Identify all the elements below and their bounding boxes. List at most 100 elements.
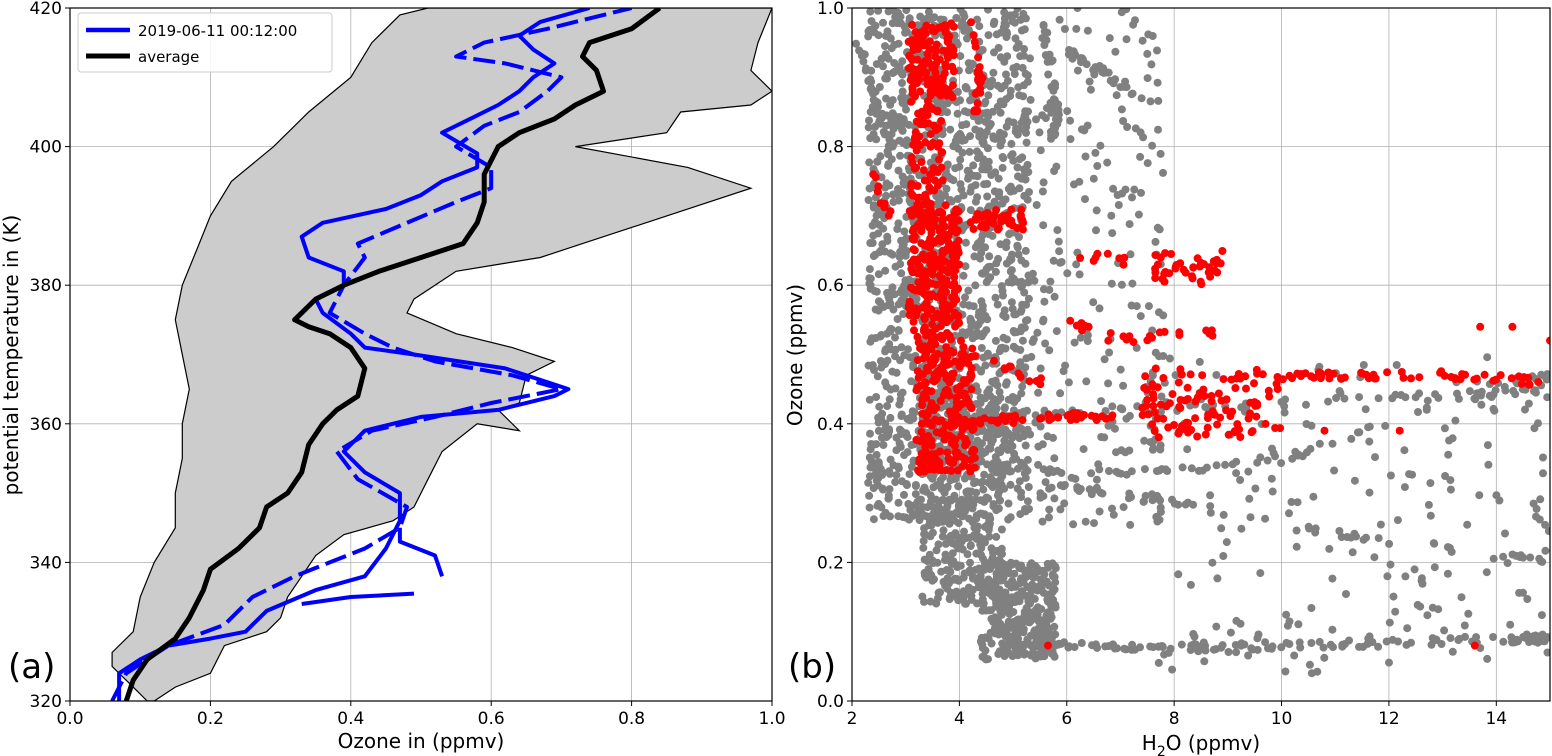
gray-point (1090, 519, 1098, 528)
gray-point (980, 653, 989, 661)
panel-a-ytick-label: 400 (30, 138, 62, 158)
panel-a-ytick-label: 320 (30, 692, 62, 712)
gray-point (1127, 90, 1136, 99)
gray-point (1022, 128, 1030, 137)
gray-point (1127, 493, 1135, 501)
gray-point (1122, 35, 1131, 44)
gray-point (994, 488, 1003, 497)
gray-point (1021, 246, 1030, 255)
gray-point (997, 625, 1006, 634)
red-point (928, 217, 937, 226)
gray-point (1085, 77, 1094, 86)
gray-point (884, 494, 893, 503)
red-point (1174, 429, 1183, 438)
gray-point (1021, 363, 1030, 372)
red-point (1199, 385, 1208, 394)
gray-point (1120, 644, 1129, 653)
gray-point (876, 119, 885, 128)
red-point (949, 241, 958, 250)
gray-point (879, 62, 887, 71)
gray-point (1416, 602, 1425, 611)
gray-point (1441, 472, 1450, 480)
gray-point (877, 173, 886, 182)
red-point (1168, 390, 1177, 399)
gray-point (1057, 258, 1066, 266)
red-point (921, 389, 930, 398)
gray-point (1032, 115, 1040, 124)
gray-point (1048, 559, 1057, 568)
red-point (954, 246, 962, 255)
gray-point (982, 326, 991, 335)
red-point (941, 201, 950, 210)
gray-point (1009, 598, 1018, 606)
gray-point (883, 232, 892, 241)
gray-point (904, 345, 912, 354)
gray-point (898, 388, 907, 397)
gray-point (897, 410, 906, 419)
gray-point (1073, 8, 1082, 12)
gray-point (911, 501, 920, 509)
gray-point (1157, 407, 1165, 416)
red-point (1066, 316, 1075, 325)
gray-point (965, 168, 974, 177)
gray-point (885, 427, 894, 436)
gray-point (899, 310, 908, 318)
gray-point (1151, 237, 1160, 246)
panel-b-xtick-label: 6 (1061, 709, 1072, 729)
gray-point (886, 413, 895, 422)
gray-point (943, 555, 952, 564)
gray-point (960, 527, 968, 536)
gray-point (983, 460, 992, 469)
red-point (1025, 377, 1034, 386)
red-point (938, 209, 947, 217)
gray-point (897, 68, 906, 77)
red-point (918, 303, 927, 312)
gray-point (1531, 386, 1539, 395)
gray-point (1049, 256, 1058, 265)
gray-point (1206, 508, 1215, 517)
gray-point (932, 546, 941, 555)
gray-point (1281, 667, 1290, 676)
gray-point (874, 297, 883, 306)
red-point (1320, 426, 1329, 435)
gray-point (1325, 544, 1334, 553)
red-point (951, 448, 960, 457)
gray-point (943, 501, 952, 510)
gray-point (1444, 450, 1453, 459)
gray-point (1011, 10, 1019, 19)
gray-point (1224, 648, 1233, 656)
red-point (1201, 430, 1210, 439)
red-point (941, 466, 950, 475)
gray-point (1251, 484, 1260, 493)
gray-point (1028, 337, 1037, 346)
gray-point (1122, 414, 1131, 423)
panel-a-ytick-label: 420 (30, 0, 62, 19)
gray-point (973, 577, 982, 586)
gray-point (966, 542, 975, 550)
red-point (935, 458, 944, 467)
gray-point (1282, 638, 1291, 647)
gray-point (984, 444, 993, 453)
gray-point (977, 344, 986, 352)
gray-point (966, 187, 975, 196)
gray-point (1112, 448, 1120, 457)
gray-point (1126, 520, 1135, 529)
gray-point (1070, 180, 1078, 189)
red-point (1160, 277, 1169, 286)
gray-point (870, 287, 879, 295)
gray-point (1041, 478, 1050, 487)
panel-a-xtick-label: 0.8 (618, 709, 645, 729)
red-point (911, 28, 920, 37)
red-point (936, 91, 945, 100)
red-point (954, 216, 963, 225)
gray-point (881, 266, 890, 275)
red-point (960, 415, 969, 424)
gray-point (978, 302, 987, 310)
gray-point (1374, 642, 1383, 651)
gray-point (982, 407, 991, 416)
gray-point (988, 553, 997, 562)
gray-point (1295, 638, 1304, 647)
gray-point (1079, 55, 1087, 64)
gray-point (1108, 229, 1117, 238)
